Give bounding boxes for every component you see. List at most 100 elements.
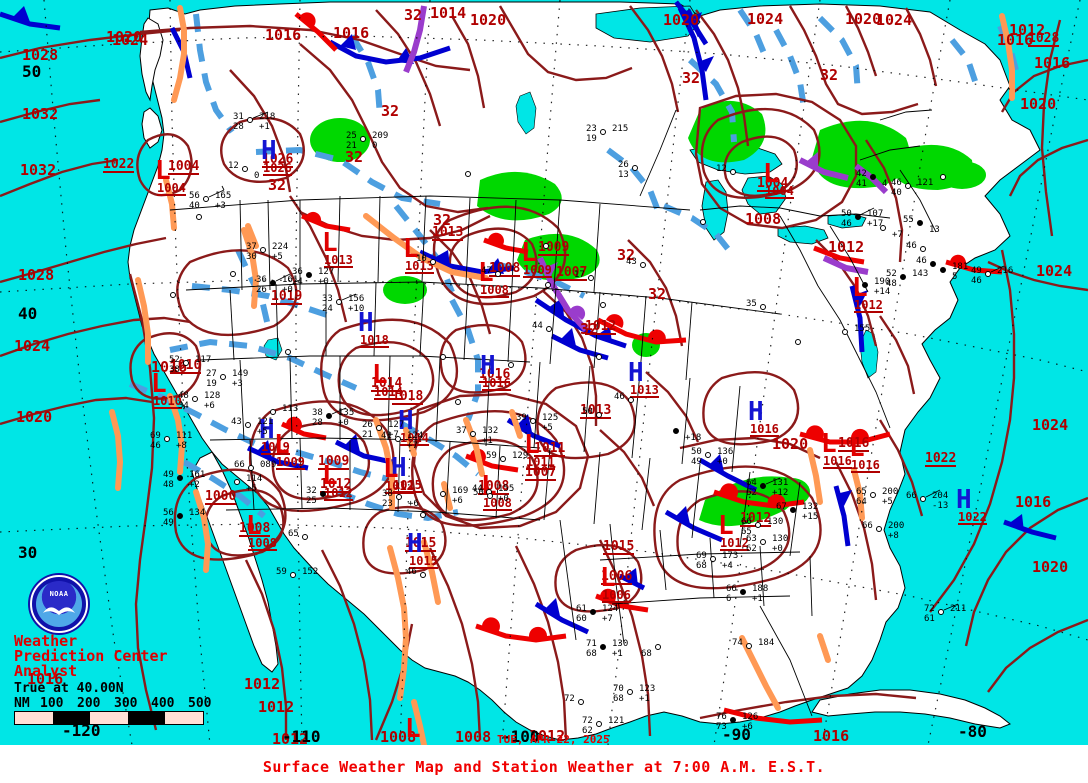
isobar-top-b [450, 15, 486, 109]
station-temperature: 26 [618, 160, 629, 170]
station-pressure: 127 [388, 420, 405, 430]
low-pressure-symbol[interactable]: L [383, 454, 399, 484]
dryline-ne-coast [851, 467, 865, 521]
station-dewpoint: 64 [856, 497, 867, 507]
high-pressure-symbol[interactable]: H [407, 529, 423, 559]
station-pressure: 200 [882, 487, 899, 497]
high-pressure-symbol[interactable]: H [391, 453, 407, 483]
isobar-se-a [679, 436, 821, 460]
station-temperature: 66 [862, 521, 873, 531]
station-pressure-change: +8 [176, 441, 187, 451]
surface-analysis-map[interactable]: 1020 1016 1016 1014 1020 1024 1020 1020 1024 1016… [0, 0, 1088, 745]
high-pressure-symbol[interactable]: H [956, 485, 972, 515]
station-pressure-change: -13 [932, 501, 949, 511]
map-title: Surface Weather Map and Station Weather … [262, 758, 826, 776]
low-pressure-symbol[interactable]: L [372, 360, 388, 390]
isobar-label: 1020 [772, 435, 809, 453]
low-pressure-symbol[interactable]: L [763, 159, 779, 189]
isobar-label: 1028 [22, 46, 59, 64]
low-pressure-symbol[interactable]: L [478, 258, 494, 288]
low-pressure-symbol[interactable]: L [524, 430, 540, 460]
station-temperature: 35 [746, 299, 757, 309]
isobar-value-label: 1006 [601, 569, 633, 585]
station-temperature: 64 [746, 478, 757, 488]
isobar-1014-top [498, 5, 633, 82]
high-pressure-symbol[interactable]: H [358, 308, 374, 338]
station-pressure: 161 [282, 275, 299, 285]
isobar-mid-e [599, 429, 656, 507]
station-cloud-cover-icon [740, 589, 746, 595]
isobar-label: 1024 [1036, 262, 1073, 280]
station-temperature: 59 [276, 567, 287, 577]
station-dewpoint: 62 [582, 726, 593, 736]
high-pressure-symbol[interactable]: H [748, 397, 764, 427]
pressure-center-value: 1010 [153, 394, 182, 409]
station-temperature: 46 [406, 567, 417, 577]
isobar-1024-atl [987, 260, 1088, 292]
low-pressure-symbol[interactable]: L [403, 234, 419, 264]
isotherm-segment-nw [193, 13, 235, 134]
low-pressure-symbol[interactable]: L [405, 714, 421, 744]
low-pressure-symbol[interactable]: L [151, 369, 167, 399]
isobar-label: 1020 [845, 10, 882, 28]
station-pressure: 136 [717, 447, 734, 457]
scale-tick: 400 [151, 696, 175, 711]
station-temperature: 43 [231, 417, 242, 427]
low-pressure-symbol[interactable]: L [322, 228, 338, 258]
station-dewpoint: 26 [256, 285, 267, 295]
low-pressure-symbol[interactable]: L [246, 511, 262, 541]
low-pressure-symbol[interactable]: L [849, 433, 865, 463]
station-cloud-cover-icon [326, 413, 332, 419]
isobar-value-label: 1012 [585, 319, 617, 335]
low-pressure-symbol[interactable]: L [821, 429, 837, 459]
low-pressure-symbol[interactable]: L [521, 238, 537, 268]
low-pressure-symbol[interactable]: L [852, 273, 868, 303]
high-pressure-symbol[interactable]: H [480, 351, 496, 381]
station-dewpoint: 23 [382, 499, 393, 509]
station-cloud-cover-icon [870, 492, 876, 498]
high-pressure-symbol[interactable]: H [398, 406, 414, 436]
pressure-center-value: 1008 [483, 496, 512, 511]
high-pressure-symbol[interactable]: H [259, 415, 275, 445]
station-temperature: 56 [163, 508, 174, 518]
station-temperature: 10 [416, 254, 427, 264]
low-pressure-symbol[interactable]: L [322, 461, 338, 491]
low-pressure-symbol[interactable]: L [481, 471, 497, 501]
lon-m120 [169, 0, 211, 745]
station-dewpoint: 48 [163, 480, 174, 490]
high-pressure-symbol[interactable]: H [261, 136, 277, 166]
station-temperature: 27 [206, 369, 217, 379]
low-pressure-symbol[interactable]: L [600, 563, 616, 593]
station-cloud-cover-icon [306, 272, 312, 278]
station-temperature: 66 [726, 584, 737, 594]
isobar-label: 1020 [1020, 95, 1057, 113]
dryline-layer [109, 5, 1015, 745]
isobar-1010-w-closed [129, 332, 202, 400]
cold-front-southeast [664, 506, 723, 543]
isobar-label: 1016 [813, 727, 850, 745]
pressure-center-value: 1016 [482, 376, 511, 391]
low-pressure-symbol[interactable]: L [274, 430, 290, 460]
station-cloud-cover-icon [465, 171, 471, 177]
station-temperature: 38 [382, 489, 393, 499]
dryline-se-coast [817, 633, 831, 663]
isobar-mid-d [627, 239, 684, 347]
low-pressure-symbol[interactable]: L [155, 156, 171, 186]
isobar-1009-sw [271, 422, 371, 501]
cold-front-atl-ne [674, 0, 709, 46]
pressure-center-value: 1004 [765, 184, 794, 199]
isobar-topmid [695, 9, 750, 147]
pressure-center-value: 1013 [324, 253, 353, 268]
station-temperature: 46 [891, 178, 902, 188]
station-cloud-cover-icon [470, 431, 476, 437]
high-pressure-symbol[interactable]: H [628, 358, 644, 388]
low-pressure-symbol[interactable]: L [718, 511, 734, 541]
lon-m100 [399, 0, 431, 745]
dryline-sw [109, 409, 124, 491]
station-dewpoint: 38 [169, 365, 180, 375]
station-cloud-cover-icon [376, 425, 382, 431]
station-cloud-cover-icon [905, 183, 911, 189]
isobar-1008-ne [700, 107, 821, 200]
station-dewpoint: 48 [886, 279, 897, 289]
